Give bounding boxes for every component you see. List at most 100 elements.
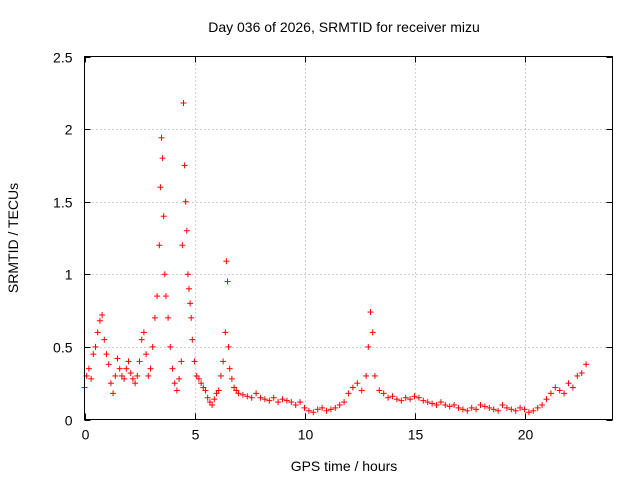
data-point: [239, 391, 246, 398]
data-point: [517, 404, 524, 411]
data-point: [257, 394, 264, 401]
data-point: [157, 184, 164, 191]
data-point: [195, 375, 202, 382]
y-tick-label: 1: [65, 267, 73, 283]
data-point: [138, 336, 145, 343]
data-point: [446, 403, 453, 410]
data-point: [437, 399, 444, 406]
data-point: [165, 314, 172, 321]
data-point: [301, 404, 308, 411]
data-point: [173, 387, 180, 394]
plot-frame: [84, 56, 613, 420]
data-point: [561, 390, 568, 397]
data-point: [367, 309, 374, 316]
data-point: [369, 329, 376, 336]
data-point: [215, 387, 222, 394]
data-point: [508, 406, 515, 413]
data-point: [365, 343, 372, 350]
data-point: [147, 365, 154, 372]
data-point: [209, 401, 216, 408]
data-point: [292, 401, 299, 408]
data-point: [547, 390, 554, 397]
data-point: [393, 396, 400, 403]
data-point: [179, 242, 186, 249]
data-point: [495, 407, 502, 414]
data-point: [123, 365, 130, 372]
data-point: [96, 317, 103, 324]
data-point: [275, 399, 282, 406]
data-point: [211, 396, 218, 403]
data-point: [459, 406, 466, 413]
data-point: [178, 358, 185, 365]
data-point: [578, 370, 585, 377]
data-point: [481, 403, 488, 410]
data-point: [85, 365, 92, 372]
data-point: [101, 336, 108, 343]
data-point: [134, 372, 141, 379]
y-tick-label: 0: [65, 413, 73, 429]
data-point: [90, 351, 97, 358]
data-point: [402, 394, 409, 401]
x-tick-label: 0: [82, 427, 90, 443]
data-point: [220, 358, 227, 365]
data-point: [319, 404, 326, 411]
data-point: [129, 375, 136, 382]
data-point: [490, 406, 497, 413]
data-point: [253, 390, 260, 397]
data-point: [160, 213, 167, 220]
data-point: [224, 278, 231, 285]
x-tick-label: 20: [518, 427, 534, 443]
data-point: [184, 271, 191, 278]
data-point: [521, 406, 528, 413]
data-point: [420, 397, 427, 404]
data-point: [191, 358, 198, 365]
data-point: [228, 375, 235, 382]
data-point: [167, 343, 174, 350]
data-point: [270, 394, 277, 401]
data-point: [534, 404, 541, 411]
data-point: [279, 396, 286, 403]
data-point: [371, 372, 378, 379]
data-point: [336, 401, 343, 408]
data-point: [169, 365, 176, 372]
data-point: [116, 365, 123, 372]
points-layer: [81, 99, 590, 416]
data-point: [244, 393, 251, 400]
data-point: [183, 227, 190, 234]
data-point: [305, 407, 312, 414]
data-point: [158, 134, 165, 141]
data-point: [156, 242, 163, 249]
data-point: [297, 399, 304, 406]
data-point: [171, 380, 178, 387]
x-axis-title: GPS time / hours: [291, 458, 398, 474]
data-point: [451, 401, 458, 408]
data-point: [127, 370, 134, 377]
data-point: [354, 380, 361, 387]
data-point: [288, 399, 295, 406]
data-point: [105, 361, 112, 368]
data-point: [283, 397, 290, 404]
data-point: [235, 390, 242, 397]
data-point: [92, 343, 99, 350]
data-point: [112, 372, 119, 379]
data-point: [376, 387, 383, 394]
data-point: [107, 380, 114, 387]
data-point: [411, 393, 418, 400]
data-point: [202, 387, 209, 394]
data-point: [486, 404, 493, 411]
data-point: [358, 387, 365, 394]
data-point: [442, 401, 449, 408]
data-point: [88, 375, 95, 382]
data-point: [181, 162, 188, 169]
data-point: [385, 394, 392, 401]
grid-layer: [84, 56, 613, 420]
data-point: [261, 396, 268, 403]
data-point: [556, 387, 563, 394]
data-point: [145, 372, 152, 379]
data-point: [345, 390, 352, 397]
data-point: [552, 384, 559, 391]
data-point: [180, 99, 187, 106]
x-tick-label: 5: [192, 427, 200, 443]
data-point: [121, 375, 128, 382]
data-point: [162, 293, 169, 300]
